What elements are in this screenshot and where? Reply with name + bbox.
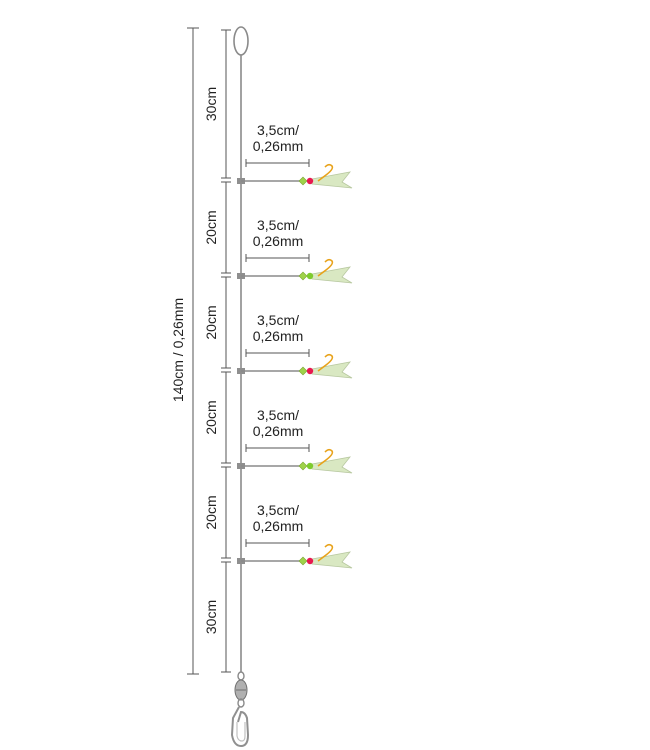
green-bead-icon xyxy=(298,556,308,566)
hook-icon xyxy=(317,448,334,467)
green-bead-icon xyxy=(298,366,308,376)
green-bead-icon xyxy=(298,176,308,186)
hook-icon xyxy=(317,163,334,182)
dropper-diameter-label: 0,26mm xyxy=(253,233,304,249)
hook-icon xyxy=(317,258,334,277)
dropper-diameter-label: 0,26mm xyxy=(253,518,304,534)
bead-icon xyxy=(306,272,314,280)
hook-icon xyxy=(317,543,334,562)
dropper-length-label: 3,5cm/ xyxy=(257,312,299,328)
top-loop xyxy=(233,26,249,56)
total-length-label: 140cm / 0,26mm xyxy=(170,298,186,402)
segment-label: 30cm xyxy=(203,600,219,634)
dropper: 3,5cm/0,26mm xyxy=(237,502,353,569)
dropper: 3,5cm/0,26mm xyxy=(237,217,353,284)
main-line-group xyxy=(233,26,249,672)
dropper-group: 3,5cm/0,26mm3,5cm/0,26mm3,5cm/0,26mm3,5c… xyxy=(237,122,353,569)
hook-icon xyxy=(317,353,334,372)
green-bead-icon xyxy=(298,271,308,281)
dropper: 3,5cm/0,26mm xyxy=(237,407,353,474)
green-bead-icon xyxy=(298,461,308,471)
dropper-length-label: 3,5cm/ xyxy=(257,502,299,518)
segment-label: 20cm xyxy=(203,210,219,244)
segment-dimensions: 30cm 20cm 20cm 20cm 20cm 30cm xyxy=(203,29,231,673)
total-length-dimension: 140cm / 0,26mm xyxy=(170,27,199,675)
swivel-snap xyxy=(230,671,250,748)
bead-icon xyxy=(306,462,314,470)
dropper-length-label: 3,5cm/ xyxy=(257,217,299,233)
segment-label: 30cm xyxy=(203,87,219,121)
segment-label: 20cm xyxy=(203,495,219,529)
dropper-diameter-label: 0,26mm xyxy=(253,423,304,439)
segment-label: 20cm xyxy=(203,400,219,434)
snap-clip xyxy=(230,706,250,748)
bead-icon xyxy=(306,177,314,185)
snap-clip-inner xyxy=(236,722,246,742)
bead-icon xyxy=(306,557,314,565)
swivel-ring-top xyxy=(237,671,245,681)
dropper: 3,5cm/0,26mm xyxy=(237,122,353,189)
dropper: 3,5cm/0,26mm xyxy=(237,312,353,379)
dropper-diameter-label: 0,26mm xyxy=(253,328,304,344)
dropper-length-label: 3,5cm/ xyxy=(257,407,299,423)
swivel-ring-bottom xyxy=(237,698,245,708)
segment-label: 20cm xyxy=(203,305,219,339)
dropper-length-label: 3,5cm/ xyxy=(257,122,299,138)
bead-icon xyxy=(306,367,314,375)
dropper-diameter-label: 0,26mm xyxy=(253,138,304,154)
